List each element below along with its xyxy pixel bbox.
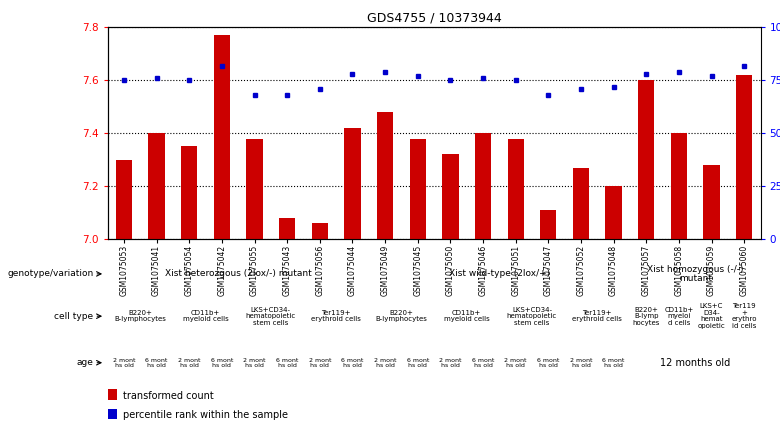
- Bar: [214, 36, 230, 239]
- Text: 6 mont
hs old: 6 mont hs old: [276, 357, 299, 368]
- Bar: [279, 218, 296, 239]
- Text: 6 mont
hs old: 6 mont hs old: [602, 357, 625, 368]
- Text: transformed count: transformed count: [123, 390, 214, 401]
- Text: Xist wild-type (2lox/+): Xist wild-type (2lox/+): [448, 269, 550, 278]
- Text: 2 mont
hs old: 2 mont hs old: [374, 357, 396, 368]
- Text: Xist heterozgous (2lox/-) mutant: Xist heterozgous (2lox/-) mutant: [165, 269, 311, 278]
- Bar: [671, 133, 687, 239]
- Text: CD11b+
myeloi
d cells: CD11b+ myeloi d cells: [665, 307, 693, 326]
- Bar: [573, 168, 589, 239]
- Text: CD11b+
myeloid cells: CD11b+ myeloid cells: [183, 310, 229, 322]
- Bar: [377, 112, 393, 239]
- Text: 2 mont
hs old: 2 mont hs old: [309, 357, 331, 368]
- Text: Xist homozygous (-/-)
mutant: Xist homozygous (-/-) mutant: [647, 264, 743, 283]
- Text: LKS+C
D34-
hemat
opoietic: LKS+C D34- hemat opoietic: [697, 303, 725, 329]
- Text: 12 months old: 12 months old: [660, 358, 730, 368]
- Text: B220+
B-lymphocytes: B220+ B-lymphocytes: [115, 310, 166, 322]
- Title: GDS4755 / 10373944: GDS4755 / 10373944: [367, 12, 502, 25]
- Bar: [246, 138, 263, 239]
- Text: B220+
B-lymp
hocytes: B220+ B-lymp hocytes: [633, 307, 660, 326]
- Bar: [344, 128, 360, 239]
- Text: LKS+CD34-
hematopoietic
stem cells: LKS+CD34- hematopoietic stem cells: [507, 307, 557, 326]
- Text: percentile rank within the sample: percentile rank within the sample: [123, 409, 289, 420]
- Text: 6 mont
hs old: 6 mont hs old: [145, 357, 168, 368]
- Text: CD11b+
myeloid cells: CD11b+ myeloid cells: [444, 310, 490, 322]
- Bar: [108, 390, 117, 400]
- Bar: [704, 165, 720, 239]
- Text: age: age: [76, 358, 94, 367]
- Bar: [148, 133, 165, 239]
- Text: genotype/variation: genotype/variation: [7, 269, 94, 278]
- Text: Ter119+
erythroid cells: Ter119+ erythroid cells: [573, 310, 622, 322]
- Bar: [736, 75, 753, 239]
- Bar: [541, 210, 556, 239]
- Text: B220+
B-lymphocytes: B220+ B-lymphocytes: [375, 310, 427, 322]
- Text: 2 mont
hs old: 2 mont hs old: [505, 357, 527, 368]
- Text: 2 mont
hs old: 2 mont hs old: [113, 357, 135, 368]
- Text: 6 mont
hs old: 6 mont hs old: [211, 357, 233, 368]
- Bar: [638, 80, 654, 239]
- Bar: [508, 138, 524, 239]
- Text: 2 mont
hs old: 2 mont hs old: [243, 357, 266, 368]
- Text: LKS+CD34-
hematopoietic
stem cells: LKS+CD34- hematopoietic stem cells: [246, 307, 296, 326]
- Text: cell type: cell type: [55, 312, 94, 321]
- Text: 6 mont
hs old: 6 mont hs old: [406, 357, 429, 368]
- Text: 2 mont
hs old: 2 mont hs old: [569, 357, 592, 368]
- Text: Ter119
+
erythro
id cells: Ter119 + erythro id cells: [732, 303, 757, 329]
- Bar: [108, 409, 117, 419]
- Bar: [442, 154, 459, 239]
- Text: 6 mont
hs old: 6 mont hs old: [537, 357, 559, 368]
- Text: 6 mont
hs old: 6 mont hs old: [472, 357, 495, 368]
- Text: 2 mont
hs old: 2 mont hs old: [439, 357, 462, 368]
- Bar: [115, 159, 132, 239]
- Bar: [410, 138, 426, 239]
- Bar: [181, 146, 197, 239]
- Text: Ter119+
erythroid cells: Ter119+ erythroid cells: [311, 310, 361, 322]
- Text: 2 mont
hs old: 2 mont hs old: [178, 357, 200, 368]
- Bar: [605, 186, 622, 239]
- Text: 6 mont
hs old: 6 mont hs old: [342, 357, 363, 368]
- Bar: [475, 133, 491, 239]
- Bar: [312, 223, 328, 239]
